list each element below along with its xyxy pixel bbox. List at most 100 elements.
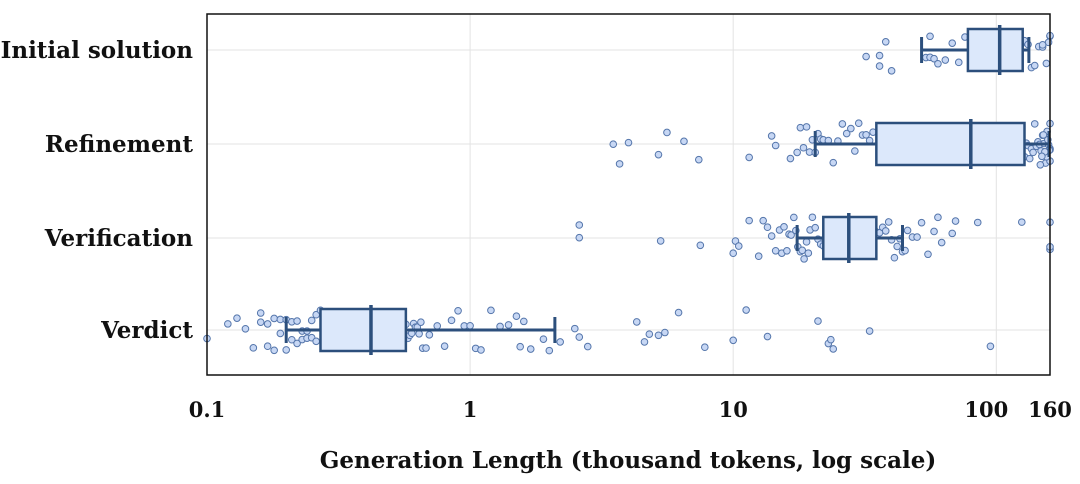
data-point bbox=[1042, 59, 1051, 68]
data-point bbox=[276, 329, 285, 338]
data-point bbox=[1038, 41, 1047, 49]
data-point bbox=[986, 342, 995, 351]
data-point bbox=[282, 346, 291, 354]
data-point bbox=[881, 38, 890, 46]
data-point bbox=[767, 232, 776, 240]
data-point bbox=[466, 321, 474, 330]
data-point bbox=[941, 56, 950, 64]
data-point bbox=[893, 242, 901, 251]
data-point bbox=[233, 314, 241, 322]
data-point bbox=[767, 132, 776, 140]
data-point bbox=[729, 336, 737, 345]
data-point bbox=[926, 32, 934, 41]
data-point bbox=[851, 147, 859, 155]
data-point bbox=[887, 67, 896, 75]
data-point bbox=[632, 318, 641, 326]
data-point bbox=[1030, 120, 1039, 128]
data-point bbox=[890, 253, 899, 262]
data-point bbox=[937, 238, 946, 247]
data-point bbox=[771, 141, 780, 150]
data-point bbox=[440, 342, 449, 350]
data-point bbox=[973, 218, 982, 227]
data-point bbox=[1039, 131, 1048, 139]
category-label: Refinement bbox=[45, 131, 194, 158]
data-point bbox=[1025, 154, 1034, 163]
data-point bbox=[954, 58, 963, 67]
data-point bbox=[293, 339, 301, 348]
data-point bbox=[680, 137, 688, 146]
data-point bbox=[224, 320, 232, 328]
data-point bbox=[759, 216, 767, 225]
data-point bbox=[422, 344, 430, 352]
data-point bbox=[771, 246, 780, 255]
data-point bbox=[417, 318, 425, 326]
box-iqr bbox=[875, 121, 1026, 167]
data-point bbox=[903, 226, 912, 235]
data-point bbox=[790, 213, 798, 222]
data-point bbox=[804, 249, 813, 257]
data-point bbox=[783, 246, 791, 255]
data-point bbox=[645, 330, 654, 338]
x-tick-label: 100 bbox=[964, 397, 1008, 422]
data-point bbox=[838, 120, 847, 128]
data-point bbox=[829, 345, 838, 353]
category-label: Verification bbox=[44, 225, 194, 252]
data-point bbox=[696, 241, 705, 250]
data-point bbox=[1038, 152, 1046, 161]
plot-frame bbox=[206, 13, 1051, 376]
data-point bbox=[934, 213, 942, 222]
data-point bbox=[556, 338, 564, 346]
data-point bbox=[615, 160, 624, 168]
category-labels: Initial solution Refinement Verification Ve… bbox=[1, 37, 194, 344]
box-iqr bbox=[966, 27, 1024, 73]
x-axis-title: Generation Length (thousand tokens, log … bbox=[320, 447, 937, 474]
data-point bbox=[694, 155, 703, 164]
data-point bbox=[307, 316, 316, 325]
data-point bbox=[754, 252, 763, 261]
data-point bbox=[814, 317, 822, 325]
box-iqr bbox=[319, 307, 408, 353]
data-point bbox=[934, 59, 942, 68]
data-point bbox=[539, 335, 548, 343]
data-point bbox=[1030, 61, 1039, 70]
data-point bbox=[865, 327, 874, 335]
data-point bbox=[674, 308, 683, 317]
data-point bbox=[256, 318, 265, 326]
data-point bbox=[793, 148, 801, 157]
data-point bbox=[786, 154, 795, 163]
data-point bbox=[263, 320, 272, 328]
data-point bbox=[512, 312, 521, 321]
data-point bbox=[575, 221, 584, 229]
data-point bbox=[948, 39, 957, 47]
data-point bbox=[1017, 218, 1026, 226]
data-point bbox=[293, 317, 301, 325]
category-label: Verdict bbox=[100, 317, 193, 344]
category-label: Initial solution bbox=[1, 37, 194, 64]
data-point bbox=[796, 123, 805, 132]
points-layer bbox=[203, 29, 1054, 355]
data-point bbox=[862, 130, 870, 139]
data-point bbox=[802, 123, 811, 131]
data-point bbox=[249, 344, 258, 352]
data-point bbox=[847, 124, 855, 133]
data-point bbox=[913, 233, 921, 241]
box-layer bbox=[284, 25, 1051, 355]
data-point bbox=[575, 333, 584, 341]
data-point bbox=[520, 317, 528, 326]
data-point bbox=[241, 324, 250, 333]
data-point bbox=[504, 321, 513, 329]
data-point bbox=[854, 119, 863, 128]
data-point bbox=[270, 346, 278, 355]
data-point bbox=[263, 342, 272, 351]
data-point bbox=[425, 331, 434, 339]
data-point bbox=[545, 346, 554, 355]
data-point bbox=[745, 216, 753, 225]
data-point bbox=[881, 227, 890, 235]
data-point bbox=[583, 342, 592, 351]
data-point bbox=[799, 143, 808, 152]
data-point bbox=[811, 223, 820, 232]
data-point bbox=[862, 52, 870, 61]
data-point bbox=[827, 335, 835, 344]
data-point bbox=[742, 306, 750, 314]
